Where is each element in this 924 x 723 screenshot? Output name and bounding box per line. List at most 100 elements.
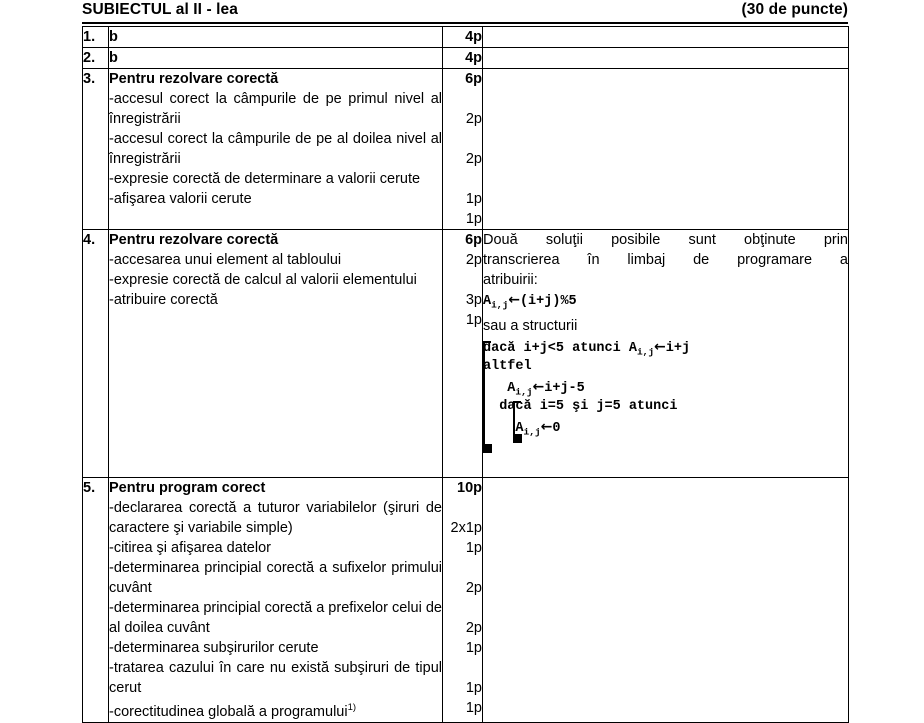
page-title: SUBIECTUL al II - lea [82, 1, 238, 18]
assignment-rhs: (i+j)%5 [519, 294, 577, 309]
pseudocode-pre: altfel [483, 358, 532, 374]
assignment-expression: Ai,j←(i+j)%5 [483, 290, 848, 316]
observation-alt-intro: sau a structurii [483, 317, 578, 334]
row-criteria: Pentru rezolvare corectă -accesarea unui… [108, 229, 443, 478]
pseudocode-sub: i,j [515, 386, 533, 398]
row-points: 10p . 2x1p 1p . 2p . 2p 1p . 1p 1p [442, 476, 483, 723]
criteria-item: -determinarea principial corectă a sufix… [109, 559, 442, 596]
row-number: 5. [82, 476, 109, 723]
document-page: SUBIECTUL al II - lea (30 de puncte) 1. … [82, 0, 849, 723]
pseudocode-block: dacă i+j<5 atunci Ai,j←i+j altfel Ai,j←i… [483, 337, 848, 477]
row-observations [482, 26, 849, 48]
row-points: 6p . 2p . 2p . 1p 1p [442, 68, 483, 230]
pseudocode-line [483, 437, 848, 457]
total-points-label: (30 de puncte) [741, 1, 848, 18]
points-value: 1p [465, 699, 482, 716]
criteria-item: -expresie corectă de determinare a valor… [109, 171, 421, 187]
points-value: 4p [465, 50, 482, 66]
observation-line: transcrierea în limbaj de programare a [483, 252, 848, 268]
left-arrow-icon: ← [540, 418, 553, 435]
row-number: 2. [82, 47, 109, 69]
pseudocode-pre: dacă i+j<5 atunci A [483, 340, 637, 356]
points-value: 3p [465, 292, 482, 308]
pseudocode-line: dacă i=5 şi j=5 atunci [483, 397, 848, 417]
criteria-item: -afişarea valorii cerute [109, 191, 252, 207]
criteria-item: -atribuire corectă [109, 292, 218, 308]
criteria-item: -expresie corectă de calcul al valorii e… [109, 272, 417, 288]
pseudocode-post: i+j [665, 340, 691, 356]
row-criteria: Pentru program corect -declararea corect… [108, 476, 443, 723]
row-observations [482, 47, 849, 69]
criteria-item: -accesarea unui element al tabloului [109, 252, 342, 268]
points-value: 2p [465, 111, 482, 127]
table-row: 1. b 4p [82, 26, 849, 48]
row-observations [482, 68, 849, 230]
criteria-item-text: -corectitudinea globală a programului [109, 703, 348, 720]
assignment-variable: A [483, 294, 492, 309]
points-value: 2x1p [450, 519, 482, 536]
row-answer: b [108, 26, 443, 48]
points-value: 1p [465, 539, 482, 556]
pseudocode-post: i+j-5 [544, 380, 585, 396]
pseudocode-pre: A [483, 420, 524, 436]
pseudocode-text: dacă i+j<5 atunci Ai,j←i+j [483, 337, 848, 363]
grading-scheme-table: 1. b 4p 2. b 4p [82, 26, 849, 723]
left-arrow-icon: ← [532, 378, 545, 395]
pseudocode-line: Ai,j←0 [483, 417, 848, 438]
criteria-item: -accesul corect la câmpurile de pe al do… [109, 131, 442, 167]
pseudocode-pre: A [483, 380, 516, 396]
points-value: 1p [465, 191, 482, 207]
points-value: 2p [465, 151, 482, 167]
criteria-item: -determinarea subşirurilor cerute [109, 639, 319, 656]
points-value: 1p [465, 312, 482, 328]
criteria-heading: Pentru rezolvare corectă [109, 71, 279, 87]
criteria-item: -citirea şi afişarea datelor [109, 539, 271, 556]
points-value: 1p [465, 211, 482, 227]
criteria-item: -corectitudinea globală a programului1) [109, 698, 442, 722]
pseudocode-sub: i,j [523, 426, 541, 438]
row-number: 1. [82, 26, 109, 48]
row-answer: b [108, 47, 443, 69]
row-number: 4. [82, 229, 109, 478]
outer-block-bracket [483, 340, 492, 453]
pseudocode-line [483, 457, 848, 477]
points-value: 2p [465, 579, 482, 596]
left-arrow-icon: ← [508, 292, 520, 308]
criteria-item: -declararea corectă a tuturor variabilel… [109, 499, 442, 536]
assignment-subscript: i,j [491, 299, 509, 311]
row-points: 4p [442, 47, 483, 69]
row-number: 3. [82, 68, 109, 230]
pseudocode-line: Ai,j←i+j-5 [483, 377, 848, 398]
points-value: 6p [465, 232, 482, 248]
document-header: SUBIECTUL al II - lea (30 de puncte) [82, 0, 848, 24]
points-value: 1p [465, 679, 482, 696]
points-value: 2p [465, 252, 482, 268]
points-value: 6p [465, 71, 482, 87]
table-row: 4. Pentru rezolvare corectă -accesarea u… [82, 229, 849, 478]
table-row: 2. b 4p [82, 47, 849, 69]
criteria-heading: Pentru rezolvare corectă [109, 232, 279, 248]
answer-value: b [109, 50, 118, 66]
points-value: 4p [465, 29, 482, 45]
pseudocode-pre: dacă i=5 şi j=5 atunci [483, 398, 678, 414]
criteria-item: -determinarea principial corectă a prefi… [109, 599, 442, 636]
observation-line: atribuirii: [483, 272, 538, 288]
pseudocode-line: altfel [483, 357, 848, 377]
criteria-item: -tratarea cazului în care nu există subş… [109, 659, 442, 696]
pseudocode-line: dacă i+j<5 atunci Ai,j←i+j [483, 337, 848, 358]
pseudocode-text: altfel [483, 357, 848, 377]
points-value: 1p [465, 639, 482, 656]
table-row: 3. Pentru rezolvare corectă -accesul cor… [82, 68, 849, 230]
points-value: 10p [457, 479, 482, 496]
row-criteria: Pentru rezolvare corectă -accesul corect… [108, 68, 443, 230]
inner-block-bracket [513, 400, 522, 443]
row-observations [482, 476, 849, 723]
pseudocode-text: dacă i=5 şi j=5 atunci [483, 397, 848, 417]
pseudocode-post: 0 [552, 420, 561, 436]
pseudocode-text: Ai,j←i+j-5 [483, 377, 848, 403]
pseudocode-sub: i,j [636, 346, 655, 358]
left-arrow-icon: ← [654, 338, 666, 355]
criteria-heading: Pentru program corect [109, 479, 266, 496]
criteria-item: -accesul corect la câmpurile de pe primu… [109, 91, 442, 127]
pseudocode-text: Ai,j←0 [483, 417, 848, 443]
